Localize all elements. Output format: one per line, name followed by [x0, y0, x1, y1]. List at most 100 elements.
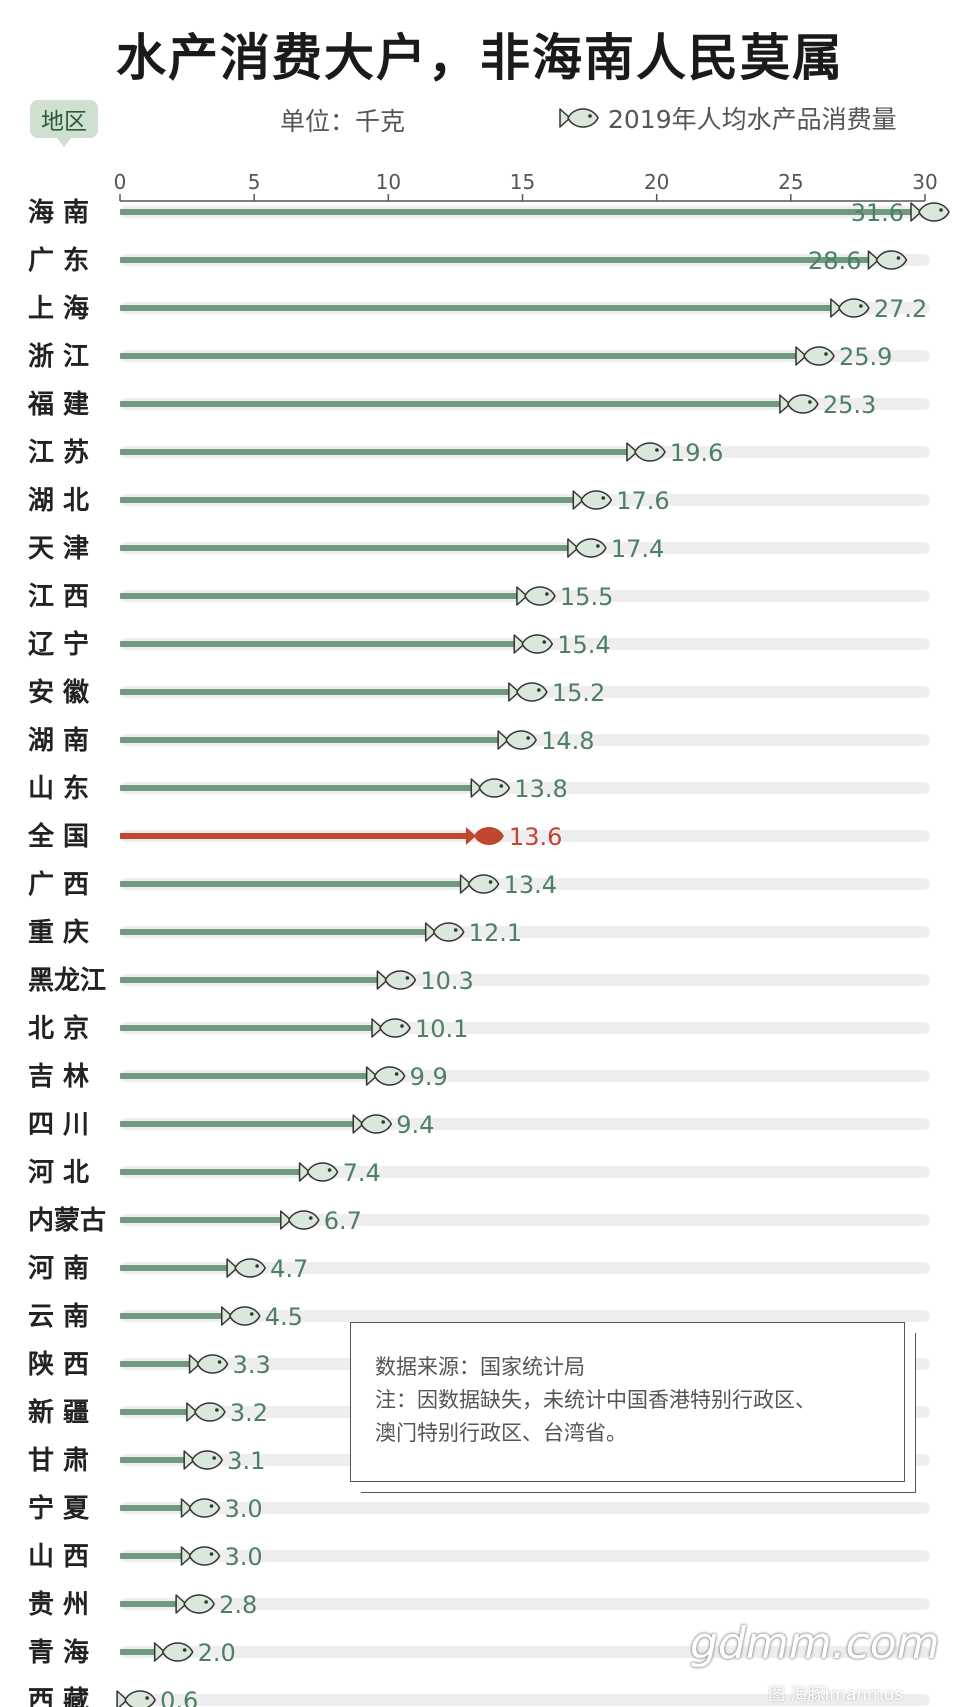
- fish-marker: [226, 1258, 266, 1278]
- fish-marker: [188, 1354, 229, 1374]
- bar: [120, 593, 524, 599]
- source-note: 数据来源：国家统计局: [375, 1355, 585, 1379]
- fish-marker: [298, 1162, 339, 1182]
- region-badge-label: 地区: [41, 109, 87, 135]
- category-label: 甘 肃: [28, 1446, 89, 1476]
- category-label: 浙 江: [28, 342, 89, 372]
- fish-marker: [153, 1642, 194, 1662]
- value-label: 9.9: [410, 1063, 448, 1091]
- value-label: 10.3: [420, 967, 473, 995]
- value-label: 2.0: [198, 1639, 236, 1667]
- bar-track: [120, 1694, 930, 1706]
- fish-marker: [376, 970, 417, 990]
- bar: [120, 1553, 189, 1559]
- x-tick-label: 5: [248, 170, 261, 194]
- fish-marker-highlight: [465, 827, 504, 845]
- fish-marker: [352, 1114, 393, 1134]
- fish-marker: [513, 634, 554, 654]
- note-box: 数据来源：国家统计局 注：因数据缺失，未统计中国香港特别行政区、 澳门特别行政区…: [350, 1322, 905, 1482]
- category-label: 天 津: [28, 534, 89, 564]
- region-badge: 地区: [30, 100, 98, 147]
- category-label: 山 西: [28, 1542, 89, 1572]
- value-label: 25.3: [823, 391, 876, 419]
- fish-icon: [559, 108, 599, 128]
- fish-marker: [626, 442, 666, 462]
- category-label: 山 东: [28, 773, 89, 804]
- category-label: 青 海: [28, 1638, 89, 1668]
- bar: [120, 641, 522, 647]
- bar: [120, 209, 913, 215]
- fish-marker: [221, 1306, 261, 1326]
- fish-marker: [567, 538, 607, 558]
- category-label: 河 北: [28, 1158, 89, 1188]
- fish-marker: [371, 1018, 411, 1038]
- watermark-sub: 图 海豚Imanmos: [768, 1685, 903, 1705]
- value-label: 17.4: [611, 535, 664, 563]
- category-label: 河 南: [28, 1254, 89, 1284]
- bar: [120, 833, 473, 839]
- category-label: 重 庆: [28, 917, 89, 948]
- fish-marker: [424, 922, 465, 942]
- fish-marker: [470, 778, 511, 798]
- category-label: 广 西: [28, 870, 89, 900]
- fish-marker: [779, 394, 819, 414]
- bar: [120, 1505, 189, 1511]
- legend: 2019年人均水产品消费量: [558, 100, 897, 136]
- category-label: 福 建: [27, 390, 89, 420]
- bar: [120, 545, 575, 551]
- category-label: 湖 北: [28, 486, 89, 516]
- bar: [120, 257, 876, 263]
- bar: [120, 1265, 235, 1271]
- note-line-1: 注：因数据缺失，未统计中国香港特别行政区、: [375, 1388, 816, 1412]
- category-label: 宁 夏: [28, 1493, 90, 1524]
- value-label: 13.4: [504, 871, 557, 899]
- bar: [120, 1121, 361, 1127]
- category-label: 海 南: [28, 198, 89, 228]
- value-label: 31.6: [851, 199, 904, 227]
- x-tick-label: 0: [114, 170, 127, 194]
- fish-marker: [508, 682, 548, 702]
- fish-marker: [910, 202, 950, 222]
- x-tick-label: 15: [510, 170, 535, 194]
- bar-track: [120, 1598, 930, 1610]
- bar: [120, 1649, 162, 1655]
- value-label: 17.6: [616, 487, 669, 515]
- value-label: 15.5: [560, 583, 613, 611]
- category-label: 新 疆: [28, 1397, 89, 1428]
- bar: [120, 449, 634, 455]
- chart-title: 水产消费大户，非海南人民莫属: [116, 29, 844, 87]
- category-label: 安 徽: [28, 678, 90, 708]
- bar: [120, 1457, 192, 1463]
- category-label: 吉 林: [28, 1062, 89, 1092]
- category-label: 四 川: [28, 1110, 89, 1140]
- value-label: 27.2: [874, 295, 927, 323]
- bar: [120, 305, 838, 311]
- fish-marker: [116, 1690, 156, 1707]
- bar: [120, 881, 468, 887]
- fish-marker: [867, 250, 908, 270]
- value-label: 6.7: [324, 1207, 362, 1235]
- category-label: 西 藏: [28, 1686, 89, 1707]
- bar: [120, 1073, 374, 1079]
- category-label: 湖 南: [28, 726, 89, 756]
- value-label: 3.1: [227, 1447, 265, 1475]
- value-label: 3.0: [225, 1495, 263, 1523]
- x-tick-label: 25: [778, 170, 803, 194]
- category-label: 全 国: [27, 821, 89, 852]
- value-label: 15.4: [557, 631, 610, 659]
- bar-track: [120, 1310, 930, 1322]
- value-label: 13.8: [514, 775, 567, 803]
- value-label: 4.5: [265, 1303, 303, 1331]
- category-label: 内蒙古: [28, 1206, 106, 1236]
- value-label: 7.4: [343, 1159, 381, 1187]
- bar: [120, 1217, 288, 1223]
- value-label: 28.6: [808, 247, 861, 275]
- bar: [120, 689, 516, 695]
- category-label: 上 海: [28, 294, 89, 324]
- category-label: 北 京: [28, 1013, 89, 1044]
- bar: [120, 497, 581, 503]
- category-label: 陕 西: [28, 1350, 89, 1380]
- bar: [120, 929, 433, 935]
- x-tick-label: 30: [912, 170, 937, 194]
